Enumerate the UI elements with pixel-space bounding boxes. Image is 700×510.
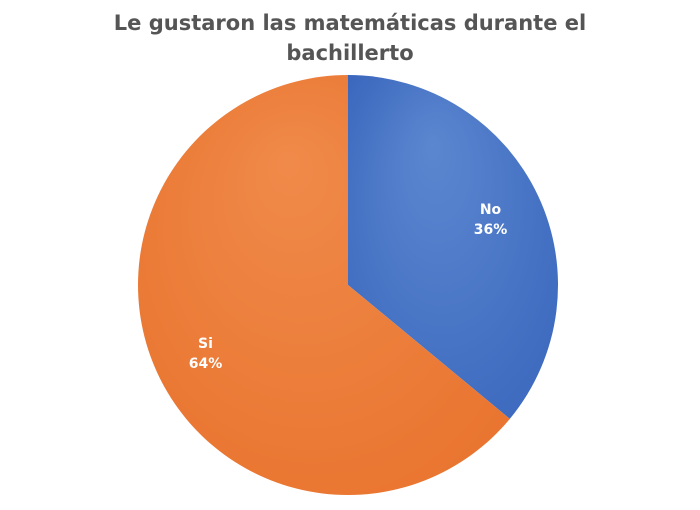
slice-value-si: 64% [189,356,223,372]
slice-value-no: 36% [474,222,508,238]
slice-label-no: No [480,202,502,218]
chart-title: Le gustaron las matemáticas durante el b… [113,11,587,65]
pie-slice-si [137,75,510,496]
slice-label-si: Si [198,336,213,352]
pie-slice-no [348,75,558,419]
